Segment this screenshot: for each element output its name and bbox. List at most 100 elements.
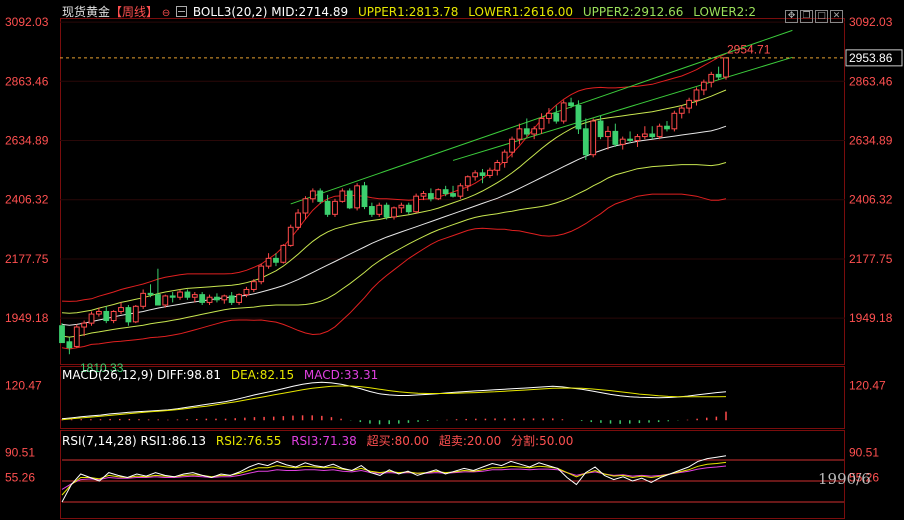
move-icon[interactable]: ✥ <box>785 10 798 23</box>
candle-body <box>332 200 338 215</box>
candle-body <box>214 296 220 301</box>
candle-body <box>464 176 471 187</box>
maximize-icon[interactable]: □ <box>815 10 828 23</box>
candle-body <box>118 307 124 312</box>
macd-right-tick: 120.47 <box>849 379 886 393</box>
rsi-panel: 90.51 90.51 55.26 55.26 <box>5 446 879 503</box>
candle-body <box>420 193 427 197</box>
macd-diff-line <box>61 381 727 420</box>
right-tick-label: 2406.32 <box>849 193 893 207</box>
candle-body <box>479 172 486 176</box>
rsi-name[interactable]: RSI(7,14,28) <box>62 434 137 448</box>
candle-body <box>236 294 242 303</box>
candle-body <box>442 189 449 195</box>
main-panel-frame <box>60 18 845 365</box>
candle-body <box>346 190 353 209</box>
candle-body <box>649 133 656 138</box>
rsi3-value: RSI3:71.38 <box>291 434 357 448</box>
restore-icon[interactable]: ❐ <box>800 10 813 23</box>
candle-body <box>155 294 161 306</box>
candle-body <box>405 204 412 213</box>
candle-body <box>361 185 368 208</box>
candle-body <box>339 190 346 202</box>
right-tick-label: 3092.03 <box>849 15 893 29</box>
candle-body <box>708 73 715 83</box>
high-price-label: 2954.71 <box>727 43 771 57</box>
watermark: 1990/6 <box>818 470 871 488</box>
macd-dea: DEA:82.15 <box>230 368 295 382</box>
macd-name[interactable]: MACD(26,12,9) <box>62 368 154 382</box>
candle-body <box>302 198 309 214</box>
indicator-name[interactable]: BOLL3(20,2) <box>192 5 268 19</box>
candle-body <box>568 102 574 106</box>
current-price-label: 2953.86 <box>849 51 893 65</box>
candle-body <box>368 206 375 215</box>
candle-body <box>243 288 250 296</box>
candle-body <box>250 281 257 290</box>
candle-body <box>162 295 169 306</box>
candle-body <box>494 162 501 171</box>
candle-body <box>169 295 176 298</box>
candle-body <box>287 226 294 246</box>
candle-body <box>671 112 678 130</box>
candle-body <box>147 292 154 296</box>
close-icon[interactable]: ✕ <box>830 10 843 23</box>
candle-body <box>678 107 685 114</box>
candle-body <box>553 112 560 122</box>
candle-body <box>265 257 272 267</box>
candle-body <box>538 117 545 130</box>
overbought-value: 超买:80.00 <box>366 434 429 448</box>
rsi1-line <box>61 455 727 503</box>
macd-diff: DIFF:98.81 <box>156 368 222 382</box>
upper1-value: UPPER1:2813.78 <box>357 5 459 19</box>
candle-body <box>258 265 265 283</box>
candle-body <box>450 193 456 197</box>
candle-body <box>191 294 198 298</box>
macd-dea-line <box>61 385 727 421</box>
candle-body <box>206 296 213 303</box>
candle-body <box>73 326 80 347</box>
rsi1-value: RSI1:86.13 <box>140 434 207 448</box>
candle-body <box>634 136 641 141</box>
low-price-label: 1810.33 <box>80 361 124 375</box>
candle-body <box>693 89 700 101</box>
candle-body <box>273 257 279 263</box>
instrument-name: 现货黄金 <box>62 5 111 19</box>
window-controls: ✥ ❐ □ ✕ <box>785 3 843 23</box>
macd-header: MACD(26,12,9) DIFF:98.81 DEA:82.15 MACD:… <box>62 368 378 382</box>
candle-body <box>531 128 538 135</box>
right-tick-label: 2863.46 <box>849 74 893 88</box>
candle-body <box>664 125 670 130</box>
main-header: 现货黄金【周线】 ⊖ BOLL3(20,2) MID:2714.89 UPPER… <box>62 3 756 20</box>
candle-body <box>221 295 228 301</box>
indicator-settings-icon[interactable] <box>176 6 188 17</box>
macd-left-tick: 120.47 <box>5 379 42 393</box>
left-tick-label: 1949.18 <box>5 311 49 325</box>
candle-body <box>184 291 191 298</box>
lower1-value: LOWER1:2616.00 <box>468 5 574 19</box>
left-tick-label: 2406.32 <box>5 193 49 207</box>
candle-body <box>376 204 383 215</box>
left-tick-label: 2177.75 <box>5 252 49 266</box>
rsi3-line <box>61 465 727 490</box>
candle-body <box>110 310 117 322</box>
rsi-panel-frame <box>60 430 845 519</box>
candle-body <box>427 193 434 200</box>
candle-body <box>597 120 604 138</box>
candle-body <box>199 294 206 303</box>
candle-body <box>627 138 633 141</box>
candle-body <box>560 102 567 122</box>
candle-body <box>612 130 619 145</box>
candle-body <box>435 189 442 200</box>
candlesticks[interactable] <box>59 57 729 355</box>
rsi-left-tick: 55.26 <box>5 470 35 484</box>
candle-body <box>686 99 693 109</box>
candle-body <box>177 291 183 298</box>
candle-body <box>472 172 479 178</box>
boll-lower1-line <box>61 162 727 338</box>
candle-body <box>317 190 324 202</box>
candle-body <box>656 125 663 138</box>
refresh-icon[interactable]: ⊖ <box>161 8 171 19</box>
period-label[interactable]: 【周线】 <box>110 5 159 19</box>
candle-body <box>605 130 611 138</box>
